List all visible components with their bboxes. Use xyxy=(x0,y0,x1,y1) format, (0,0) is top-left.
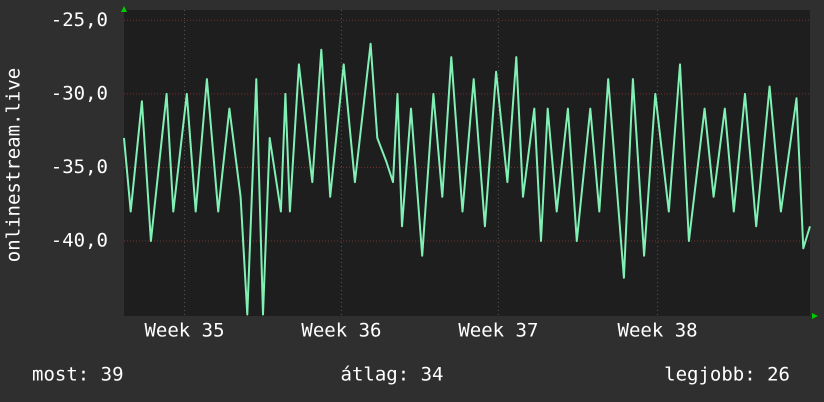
y-tick-label: -25,0 xyxy=(51,9,108,31)
x-axis-arrow xyxy=(812,313,818,319)
y-tick-label: -30,0 xyxy=(51,82,108,104)
y-axis-arrow xyxy=(121,6,127,12)
footer-best: legjobb: 26 xyxy=(664,364,790,386)
footer-average: átlag: 34 xyxy=(341,364,444,386)
footer-current: most: 39 xyxy=(32,364,124,386)
x-tick-label: Week 35 xyxy=(144,320,224,342)
y-tick-label: -35,0 xyxy=(51,156,108,178)
y-tick-label: -40,0 xyxy=(51,229,108,251)
y-axis-title: onlinestream.live xyxy=(3,68,25,262)
x-tick-label: Week 37 xyxy=(458,320,538,342)
x-tick-label: Week 38 xyxy=(618,320,698,342)
data-line xyxy=(123,42,811,316)
x-tick-label: Week 36 xyxy=(301,320,381,342)
